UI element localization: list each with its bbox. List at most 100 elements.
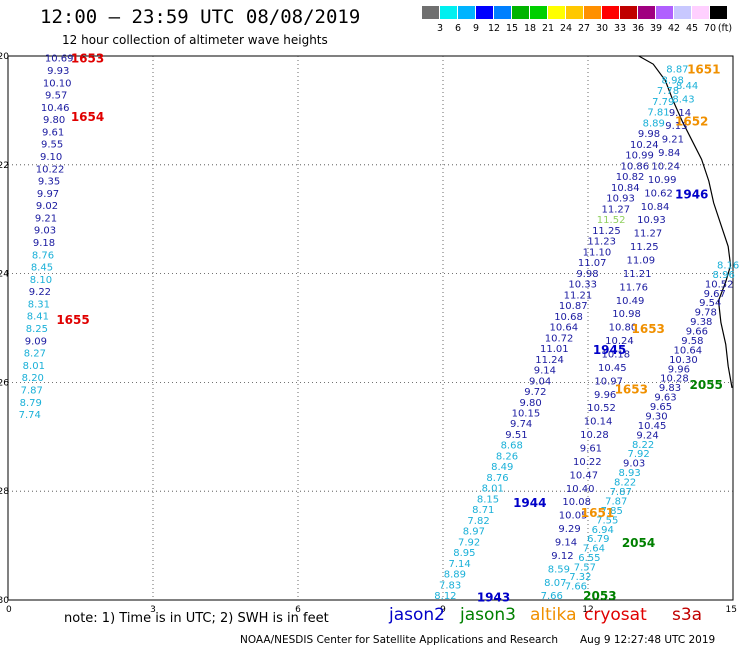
y-tick-label: 20	[0, 52, 9, 62]
wave-height-value: 6.55	[578, 553, 600, 564]
colorbar-label: 27	[577, 23, 591, 34]
wave-height-value: 8.15	[477, 494, 499, 505]
wave-height-value: 9.66	[686, 327, 708, 338]
wave-height-value: 10.82	[616, 172, 645, 183]
pass-time-label: 1943	[477, 590, 510, 604]
wave-height-value: 9.80	[43, 115, 65, 126]
wave-height-value: 10.10	[43, 78, 72, 89]
wave-height-value: 8.20	[22, 373, 44, 384]
wave-height-value: 10.24	[630, 140, 659, 151]
wave-height-value: 8.89	[643, 118, 665, 129]
wave-height-value: 9.35	[38, 177, 60, 188]
wave-height-value: 9.29	[558, 524, 580, 535]
wave-height-value: 10.24	[651, 161, 680, 172]
colorbar-swatch	[566, 6, 584, 19]
wave-height-value: 9.10	[40, 152, 62, 163]
colorbar-label: 3	[436, 23, 444, 34]
colorbar-label: 12	[487, 23, 501, 34]
wave-height-value: 11.21	[623, 269, 652, 280]
colorbar-swatch	[548, 6, 566, 19]
pass-time-label: 1651	[581, 506, 614, 520]
wave-height-value: 9.63	[654, 393, 676, 404]
wave-height-value: 10.84	[641, 202, 670, 213]
wave-height-value: 7.79	[652, 97, 674, 108]
footer-note: note: 1) Time is in UTC; 2) SWH is in fe…	[64, 611, 329, 626]
wave-height-value: 9.55	[41, 140, 63, 151]
wave-height-value: 7.57	[574, 563, 596, 574]
wave-height-value: 9.58	[681, 336, 703, 347]
wave-height-value: 10.93	[637, 215, 666, 226]
wave-height-value: 9.18	[33, 238, 55, 249]
wave-height-value: 11.25	[630, 242, 659, 253]
wave-height-value: 7.82	[467, 516, 489, 527]
wave-height-value: 8.98	[662, 75, 684, 86]
colorbar-swatch	[710, 6, 728, 19]
wave-height-value: 9.97	[37, 189, 59, 200]
wave-height-value: 10.45	[598, 363, 627, 374]
wave-height-value: 7.66	[565, 581, 587, 592]
wave-height-value: 9.84	[658, 148, 680, 159]
colorbar-label: 24	[559, 23, 573, 34]
wave-height-value: 10.62	[644, 188, 673, 199]
wave-height-value: 8.10	[30, 275, 52, 286]
wave-height-value: 11.21	[564, 290, 593, 301]
wave-height-value: 6.79	[587, 534, 609, 545]
wave-height-value: 9.98	[638, 129, 660, 140]
wave-height-value: 10.52	[705, 279, 734, 290]
wave-height-value: 10.64	[549, 323, 578, 334]
x-tick-label: 9	[440, 605, 446, 615]
wave-height-value: 9.24	[636, 430, 658, 441]
wave-height-value: 10.05	[559, 511, 588, 522]
colorbar-label: 18	[523, 23, 537, 34]
wave-height-value: 9.67	[704, 289, 726, 300]
wave-height-value: 7.64	[583, 544, 605, 555]
wave-height-value: 7.66	[541, 591, 563, 602]
wave-height-value: 10.80	[609, 323, 638, 334]
x-tick-label: 6	[295, 605, 301, 615]
wave-height-value: 9.03	[623, 459, 645, 470]
wave-height-value: 10.22	[573, 457, 602, 468]
colorbar-swatch	[512, 6, 530, 19]
wave-height-value: 10.22	[36, 164, 65, 175]
wave-height-value: 11.07	[578, 258, 607, 269]
pass-time-label: 1945	[593, 343, 626, 357]
wave-height-value: 10.99	[625, 151, 654, 162]
y-tick-label: 24	[0, 270, 9, 280]
colorbar-swatch	[656, 6, 674, 19]
wave-height-value: 7.87	[21, 385, 43, 396]
pass-time-label: 1653	[632, 322, 665, 336]
wave-height-value: 8.59	[548, 564, 570, 575]
wave-height-value: 11.10	[583, 247, 612, 258]
map-title: 12:00 – 23:59 UTC 08/08/2019	[40, 6, 361, 28]
satellite-legend-s3a: s3a	[672, 605, 703, 625]
wave-height-value: 10.93	[606, 194, 635, 205]
wave-height-value: 11.01	[540, 344, 569, 355]
wave-height-value: 8.01	[482, 484, 504, 495]
wave-height-value: 10.68	[554, 312, 583, 323]
wave-height-value: 7.87	[605, 496, 627, 507]
wave-height-value: 11.76	[619, 282, 648, 293]
wave-height-value: 11.27	[634, 229, 663, 240]
wave-height-value: 8.79	[20, 398, 42, 409]
wave-height-value: 8.22	[632, 440, 654, 451]
wave-height-value: 10.98	[612, 309, 641, 320]
wave-height-value: 10.97	[594, 376, 623, 387]
wave-height-value: 9.93	[47, 66, 69, 77]
y-tick-label: 22	[0, 161, 9, 171]
map-subtitle: 12 hour collection of altimeter wave hei…	[62, 33, 328, 47]
wave-height-value: 9.14	[669, 108, 691, 119]
wave-height-value: 7.87	[610, 487, 632, 498]
colorbar-swatch	[440, 6, 458, 19]
footer-credit: NOAA/NESDIS Center for Satellite Applica…	[240, 634, 558, 646]
pass-time-label: 1653	[71, 52, 104, 66]
wave-height-value: 9.38	[690, 317, 712, 328]
colorbar-label: 33	[613, 23, 627, 34]
colorbar-swatch	[494, 6, 512, 19]
wave-height-value: 9.12	[551, 551, 573, 562]
wave-height-value: 11.27	[602, 204, 631, 215]
wave-height-value: 8.12	[434, 591, 456, 602]
wave-height-value: 10.47	[569, 470, 598, 481]
wave-height-value: 8.76	[486, 473, 508, 484]
wave-height-value: 10.08	[562, 497, 591, 508]
pass-time-label: 2055	[690, 378, 723, 392]
